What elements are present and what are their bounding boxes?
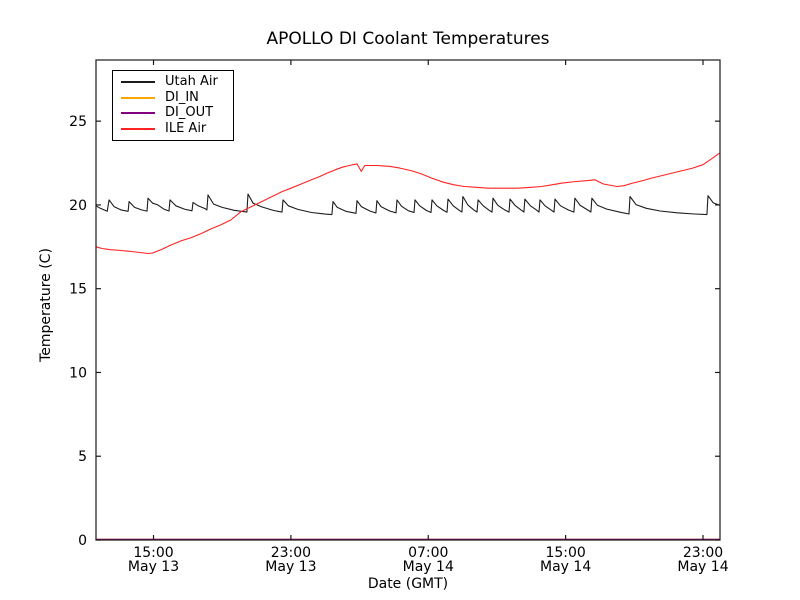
di-out-legend-line xyxy=(121,112,155,115)
y-tick-label: 15 xyxy=(69,282,87,298)
legend-label-di-in: DI_IN xyxy=(165,89,199,105)
y-tick-label: 25 xyxy=(69,114,87,130)
legend-item-utah-air: Utah Air xyxy=(121,73,225,89)
legend-label-di-out: DI_OUT xyxy=(165,105,214,121)
series-line-utah-air xyxy=(95,193,721,216)
x-tick-time-label: 23:00 xyxy=(271,545,311,561)
x-axis-label: Date (GMT) xyxy=(367,576,449,592)
x-tick-date-label: May 14 xyxy=(403,559,454,575)
legend-item-di-in: DI_IN xyxy=(121,89,225,105)
y-tick-label: 5 xyxy=(78,449,87,465)
x-tick-date-label: May 13 xyxy=(265,559,316,575)
y-tick-label: 10 xyxy=(69,365,87,381)
series-line-ile-air xyxy=(95,152,721,255)
y-axis-label: Temperature (C) xyxy=(38,248,54,362)
x-tick-time-label: 15:00 xyxy=(545,545,585,561)
x-tick-time-label: 15:00 xyxy=(133,545,173,561)
x-tick-date-label: May 14 xyxy=(540,559,591,575)
x-tick-time-label: 23:00 xyxy=(683,545,723,561)
x-tick-time-label: 07:00 xyxy=(408,545,448,561)
di-in-legend-line xyxy=(121,96,155,99)
y-tick-label: 20 xyxy=(69,198,87,214)
legend-item-ile-air: ILE Air xyxy=(121,122,225,136)
x-tick-date-label: May 13 xyxy=(128,559,179,575)
x-tick-date-label: May 14 xyxy=(677,559,728,575)
legend-label-utah-air: Utah Air xyxy=(165,73,218,89)
legend-item-di-out: DI_OUT xyxy=(121,106,225,120)
axes-frame xyxy=(95,59,721,541)
utah-air-legend-line xyxy=(121,80,155,83)
y-tick-label: 0 xyxy=(78,533,87,549)
chart-title: APOLLO DI Coolant Temperatures xyxy=(266,29,550,49)
legend-box: Utah Air DI_IN DI_OUT ILE Air xyxy=(112,70,234,141)
legend-label-ile-air: ILE Air xyxy=(165,121,207,137)
ile-air-legend-line xyxy=(121,128,155,131)
